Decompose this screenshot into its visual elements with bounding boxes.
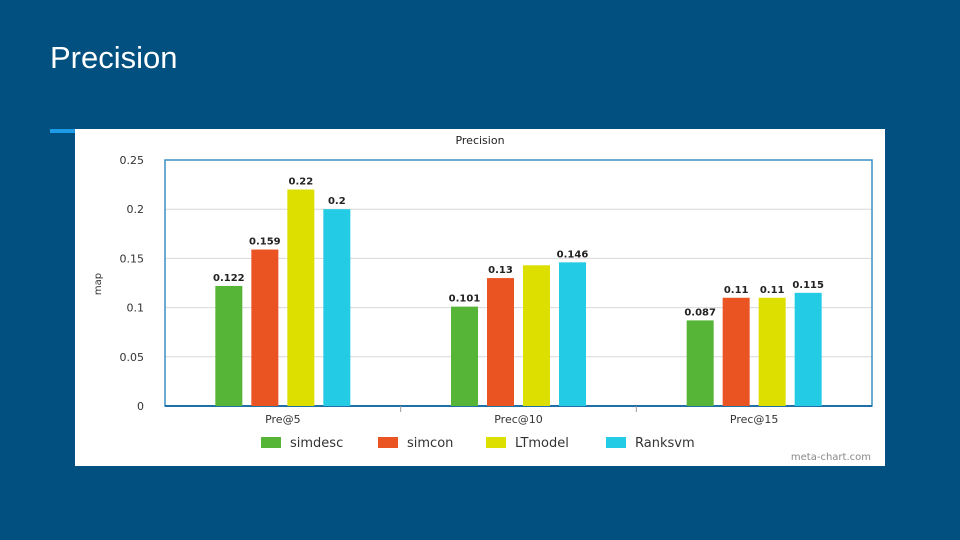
chart-title: Precision bbox=[455, 134, 504, 147]
bar-ltmodel bbox=[523, 265, 550, 406]
y-tick-label: 0.05 bbox=[120, 351, 145, 364]
data-labels: 0.122 0.159 0.22 0.2 0.101 0.13 0.146 0.087 0.11… bbox=[213, 177, 824, 319]
bar-ranksvm bbox=[559, 262, 586, 406]
data-label: 0.11 bbox=[724, 285, 749, 296]
bar-ltmodel bbox=[758, 297, 786, 406]
data-label: 0.101 bbox=[449, 294, 481, 305]
bar-chart: Precision map 0 0.05 0.1 0.15 0.2 0.25 Pre@5 Pr… bbox=[93, 134, 873, 451]
bar-simdesc bbox=[451, 306, 478, 406]
legend-label: simcon bbox=[407, 436, 453, 451]
bar-ltmodel bbox=[287, 189, 315, 406]
y-tick-label: 0 bbox=[137, 400, 144, 413]
data-label: 0.122 bbox=[213, 273, 245, 284]
legend: simdesc simcon LTmodel Ranksvm bbox=[261, 436, 695, 451]
data-label: 0.13 bbox=[488, 265, 513, 276]
legend-label: Ranksvm bbox=[635, 436, 695, 451]
legend-swatch-ltmodel bbox=[486, 437, 506, 448]
bar-simcon bbox=[251, 249, 279, 406]
chart-credit: meta-chart.com bbox=[790, 452, 871, 463]
slide-title: Precision bbox=[50, 40, 178, 75]
data-label: 0.115 bbox=[792, 280, 824, 291]
axes: 0 0.05 0.1 0.15 0.2 0.25 Pre@5 Prec@10 Prec@15 bbox=[120, 154, 872, 426]
chart-panel: Precision map 0 0.05 0.1 0.15 0.2 0.25 Pre@5 Pr… bbox=[75, 129, 885, 466]
legend-swatch-simcon bbox=[378, 437, 398, 448]
y-tick-label: 0.15 bbox=[120, 252, 145, 265]
legend-label: simdesc bbox=[290, 436, 343, 451]
bar-ranksvm bbox=[794, 292, 822, 406]
legend-label: LTmodel bbox=[515, 436, 569, 451]
data-label: 0.11 bbox=[760, 285, 785, 296]
y-tick-label: 0.25 bbox=[120, 154, 145, 167]
x-tick-label: Prec@10 bbox=[494, 413, 543, 426]
bar-simdesc bbox=[686, 320, 714, 406]
data-label: 0.2 bbox=[328, 196, 346, 207]
x-tick-label: Pre@5 bbox=[265, 413, 301, 426]
data-label: 0.087 bbox=[684, 307, 716, 318]
title-accent-bar bbox=[50, 129, 76, 133]
legend-swatch-ranksvm bbox=[606, 437, 626, 448]
data-label: 0.146 bbox=[557, 249, 589, 260]
bar-simcon bbox=[487, 278, 514, 406]
x-tick-label: Prec@15 bbox=[730, 413, 779, 426]
y-tick-label: 0.1 bbox=[127, 302, 145, 315]
grid-lines bbox=[164, 159, 873, 407]
bar-ranksvm bbox=[323, 209, 351, 406]
data-label: 0.159 bbox=[249, 237, 281, 248]
bar-simdesc bbox=[215, 285, 243, 406]
y-tick-label: 0.2 bbox=[127, 203, 145, 216]
data-label: 0.22 bbox=[288, 177, 313, 188]
bars bbox=[215, 189, 822, 406]
legend-swatch-simdesc bbox=[261, 437, 281, 448]
y-axis-label: map bbox=[93, 273, 104, 295]
bar-simcon bbox=[722, 297, 750, 406]
